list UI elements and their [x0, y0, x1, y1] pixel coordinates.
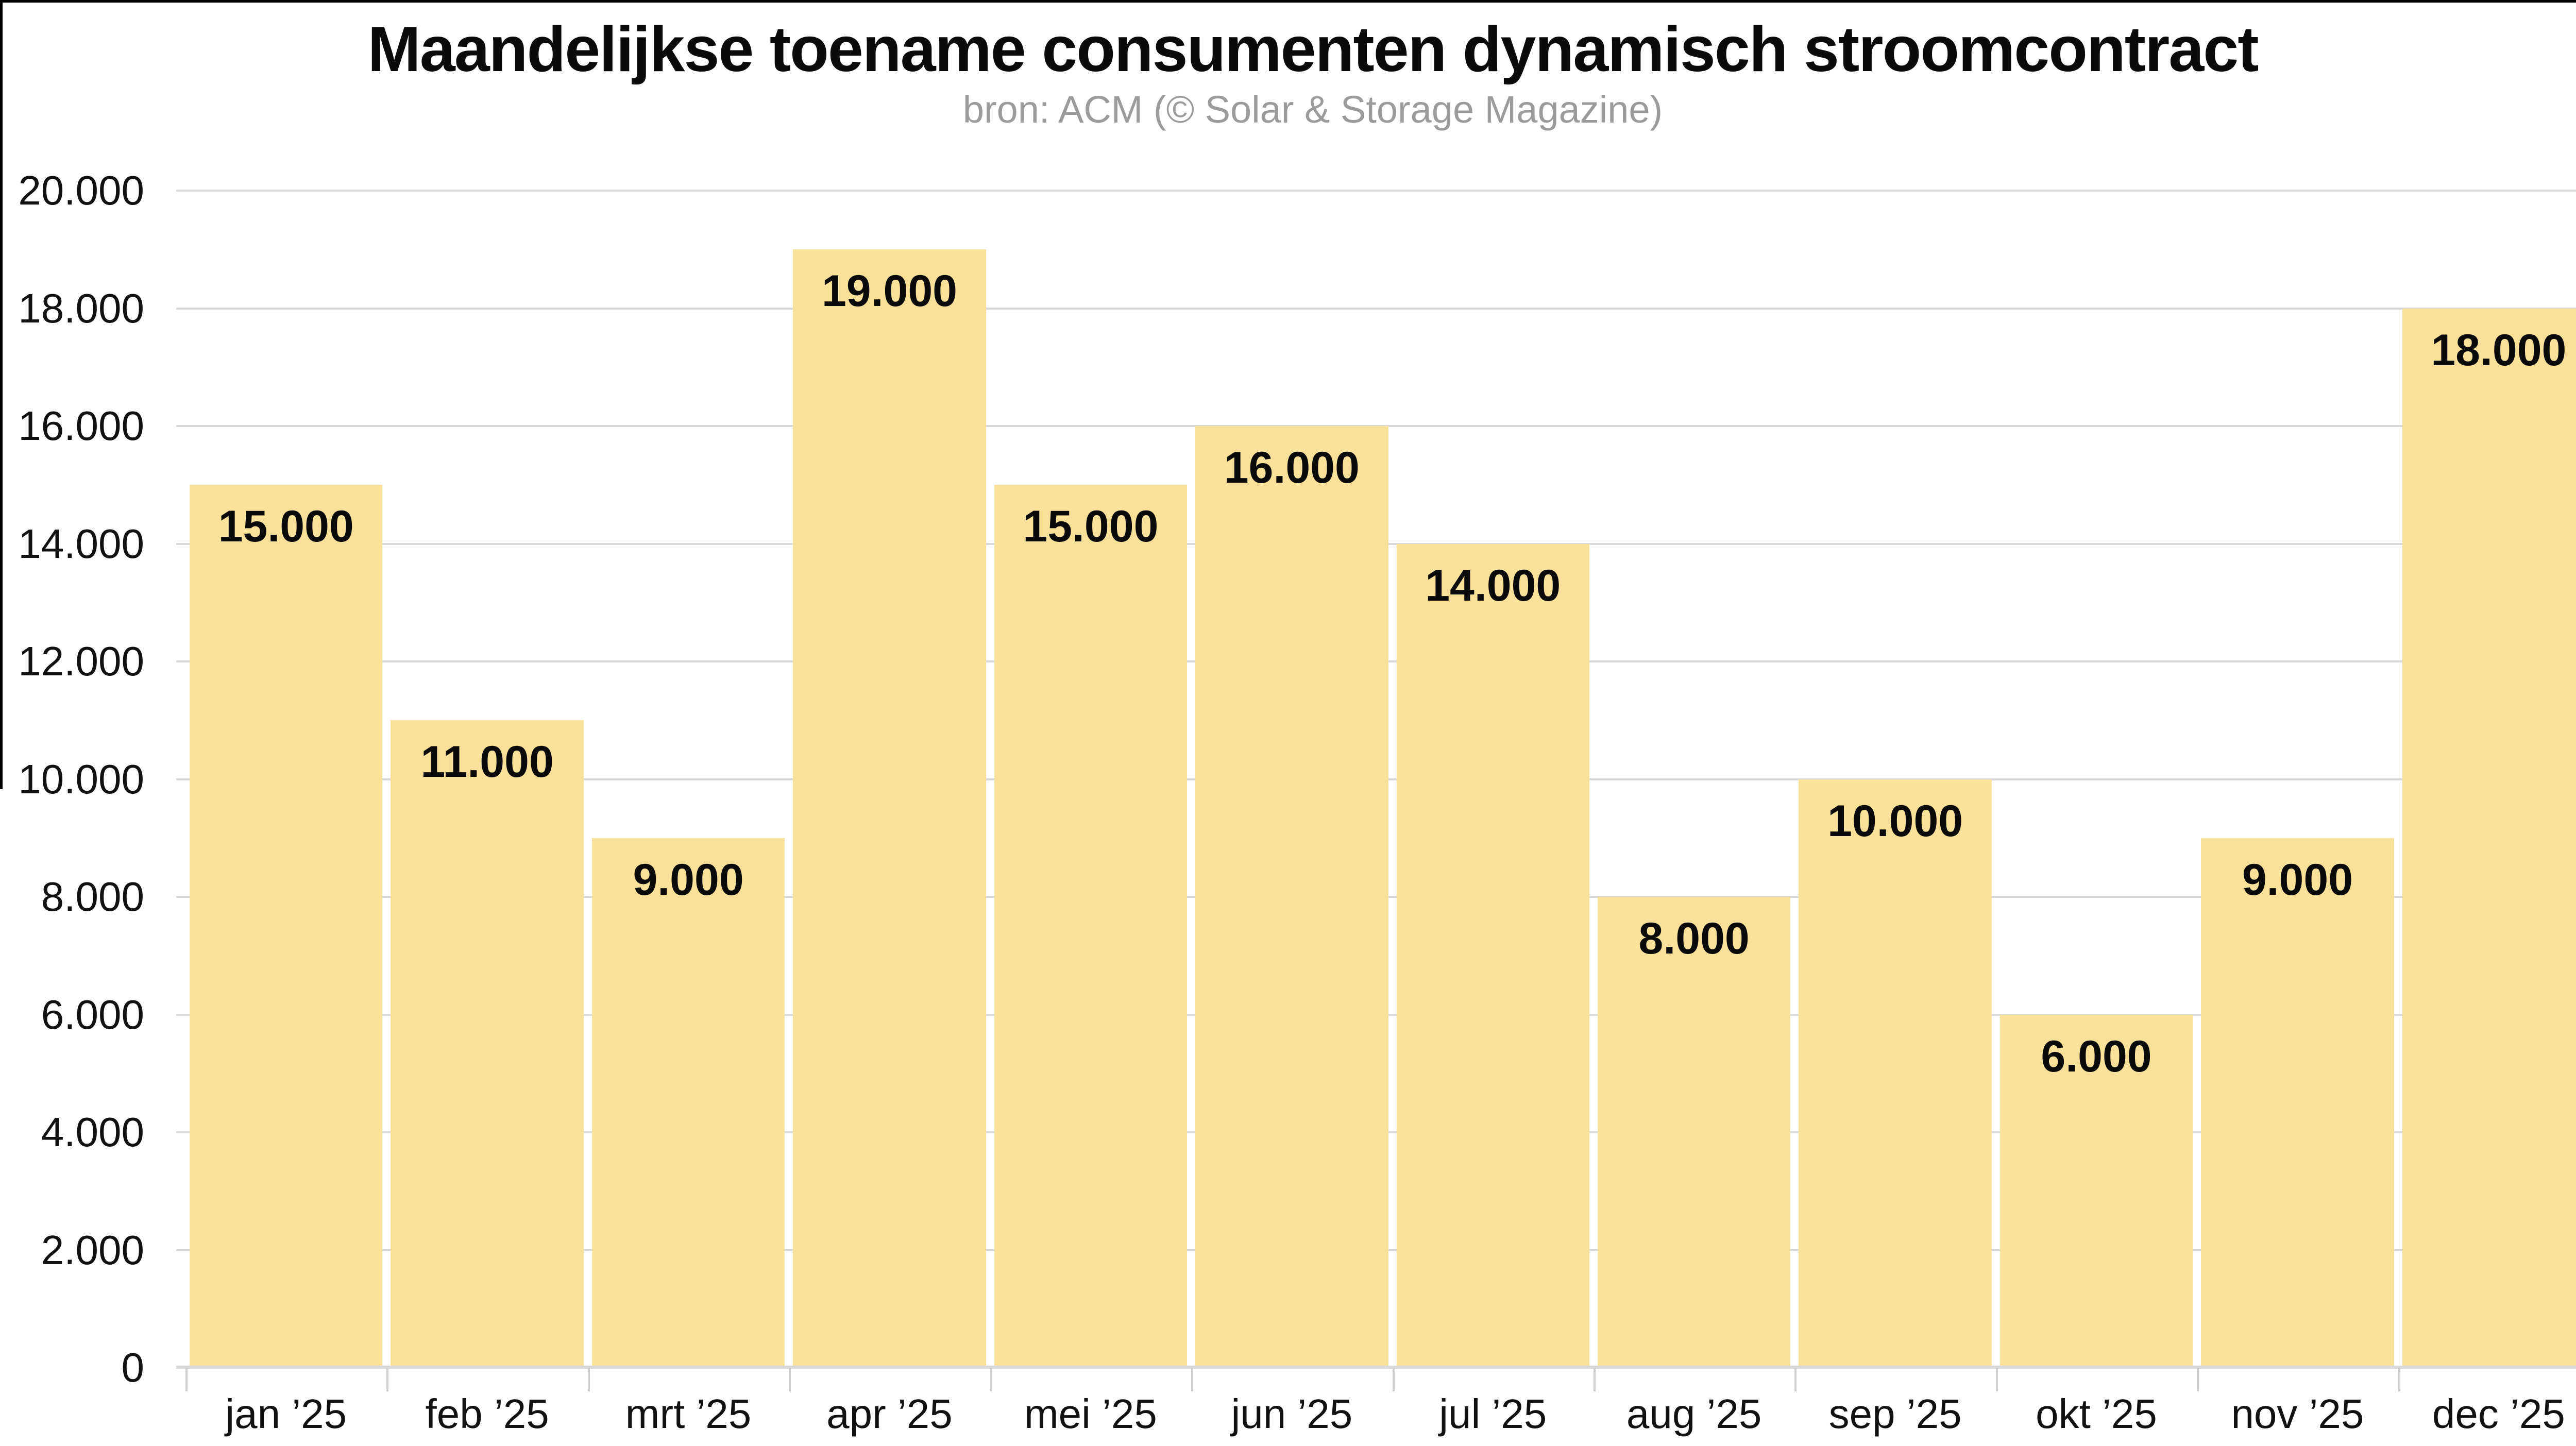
y-tick-label-8000: 8.000	[41, 874, 144, 920]
y-axis: 0 2.000 4.000 6.000 8.000 10.000 12.000 14.000 1…	[0, 167, 149, 1390]
bar-mrt-25: 9.000	[591, 838, 785, 1368]
x-axis-tick-0	[185, 1368, 188, 1391]
x-axis-tick-2	[587, 1368, 590, 1391]
bar-aug-25: 8.000	[1597, 897, 1791, 1368]
x-axis-line	[176, 1366, 2576, 1368]
bar-slot-aug-25: 8.000	[1594, 191, 1794, 1368]
x-tick-label-feb-25: feb ’25	[425, 1391, 549, 1437]
y-tick-label-12000: 12.000	[18, 638, 144, 684]
bar-mei-25: 15.000	[994, 485, 1188, 1368]
x-tick-label-okt-25: okt ’25	[2036, 1391, 2157, 1437]
bar-jan-25: 15.000	[190, 485, 383, 1368]
bar-slot-nov-25: 9.000	[2197, 191, 2398, 1368]
bar-value-label-mrt-25: 9.000	[633, 855, 744, 905]
bar-slot-feb-25: 11.000	[386, 191, 587, 1368]
bar-slot-mei-25: 15.000	[990, 191, 1191, 1368]
x-axis-tick-10	[2197, 1368, 2199, 1391]
y-tick-label-4000: 4.000	[41, 1109, 144, 1155]
x-tick-label-mei-25: mei ’25	[1024, 1391, 1157, 1437]
bar-feb-25: 11.000	[391, 720, 584, 1368]
bar-series: 15.000 11.000 9.000 19.000 15.000 16.000 14.00…	[185, 191, 2576, 1368]
x-axis-tick-11	[2398, 1368, 2400, 1391]
chart-header: Maandelijkse toename consumenten dynamis…	[0, 14, 2576, 131]
bar-slot-jul-25: 14.000	[1393, 191, 1594, 1368]
bar-okt-25: 6.000	[1999, 1014, 2193, 1368]
bar-dec-25: 18.000	[2402, 308, 2576, 1368]
x-tick-label-jun-25: jun ’25	[1231, 1391, 1353, 1437]
x-axis-tick-7	[1593, 1368, 1596, 1391]
gridline-18000	[176, 307, 2576, 310]
bar-slot-dec-25: 18.000	[2398, 191, 2576, 1368]
x-axis-tick-5	[1191, 1368, 1194, 1391]
bar-value-label-nov-25: 9.000	[2242, 855, 2353, 905]
bar-nov-25: 9.000	[2201, 838, 2394, 1368]
x-tick-label-jul-25: jul ’25	[1439, 1391, 1547, 1437]
bar-value-label-dec-25: 18.000	[2431, 325, 2567, 375]
bar-slot-apr-25: 19.000	[789, 191, 990, 1368]
bar-slot-jun-25: 16.000	[1191, 191, 1392, 1368]
bar-value-label-jul-25: 14.000	[1425, 560, 1561, 610]
y-tick-label-20000: 20.000	[18, 167, 144, 213]
x-axis-labels: jan ’25 feb ’25 mrt ’25 apr ’25 mei ’25 jun ’…	[185, 1386, 2576, 1442]
x-axis-tick-6	[1392, 1368, 1395, 1391]
x-axis-tick-1	[386, 1368, 389, 1391]
x-tick-label-nov-25: nov ’25	[2231, 1391, 2364, 1437]
x-tick-label-apr-25: apr ’25	[826, 1391, 953, 1437]
x-tick-label-sep-25: sep ’25	[1828, 1391, 1962, 1437]
x-axis-ticks	[185, 1368, 2576, 1391]
x-tick-label-aug-25: aug ’25	[1626, 1391, 1762, 1437]
bar-slot-mrt-25: 9.000	[588, 191, 789, 1368]
bar-value-label-aug-25: 8.000	[1638, 914, 1750, 963]
x-axis-tick-9	[1995, 1368, 1998, 1391]
y-tick-label-18000: 18.000	[18, 285, 144, 331]
bar-slot-sep-25: 10.000	[1794, 191, 1995, 1368]
y-tick-label-0: 0	[121, 1345, 145, 1390]
bar-slot-jan-25: 15.000	[185, 191, 386, 1368]
bar-slot-okt-25: 6.000	[1996, 191, 2197, 1368]
bar-sep-25: 10.000	[1799, 779, 1992, 1368]
bar-value-label-okt-25: 6.000	[2041, 1031, 2152, 1081]
y-tick-label-2000: 2.000	[41, 1227, 144, 1273]
frame-border-left	[0, 0, 3, 789]
y-tick-label-6000: 6.000	[41, 991, 144, 1037]
bar-value-label-sep-25: 10.000	[1827, 796, 1963, 846]
y-tick-label-10000: 10.000	[18, 756, 144, 802]
frame-border-top	[0, 0, 2576, 3]
bar-value-label-jun-25: 16.000	[1224, 443, 1360, 492]
bar-value-label-jan-25: 15.000	[218, 502, 354, 552]
bar-jun-25: 16.000	[1195, 426, 1388, 1368]
bar-value-label-feb-25: 11.000	[420, 737, 554, 787]
bar-jul-25: 14.000	[1396, 543, 1589, 1368]
x-tick-label-dec-25: dec ’25	[2432, 1391, 2565, 1437]
x-axis-tick-4	[990, 1368, 992, 1391]
x-axis-tick-3	[789, 1368, 791, 1391]
gridline-0	[176, 1367, 2576, 1369]
chart-subtitle: bron: ACM (© Solar & Storage Magazine)	[962, 88, 1663, 131]
bar-value-label-apr-25: 19.000	[821, 266, 957, 316]
y-tick-label-16000: 16.000	[18, 403, 144, 449]
x-tick-label-mrt-25: mrt ’25	[625, 1391, 752, 1437]
x-tick-label-jan-25: jan ’25	[225, 1391, 347, 1437]
bar-value-label-mei-25: 15.000	[1023, 502, 1159, 552]
bar-apr-25: 19.000	[793, 249, 986, 1368]
x-axis-tick-8	[1794, 1368, 1797, 1391]
y-tick-label-14000: 14.000	[18, 520, 144, 567]
gridline-20000	[176, 190, 2576, 192]
chart-title: Maandelijkse toename consumenten dynamis…	[367, 14, 2259, 85]
plot-area: 15.000 11.000 9.000 19.000 15.000 16.000 14.00…	[176, 190, 2576, 1391]
